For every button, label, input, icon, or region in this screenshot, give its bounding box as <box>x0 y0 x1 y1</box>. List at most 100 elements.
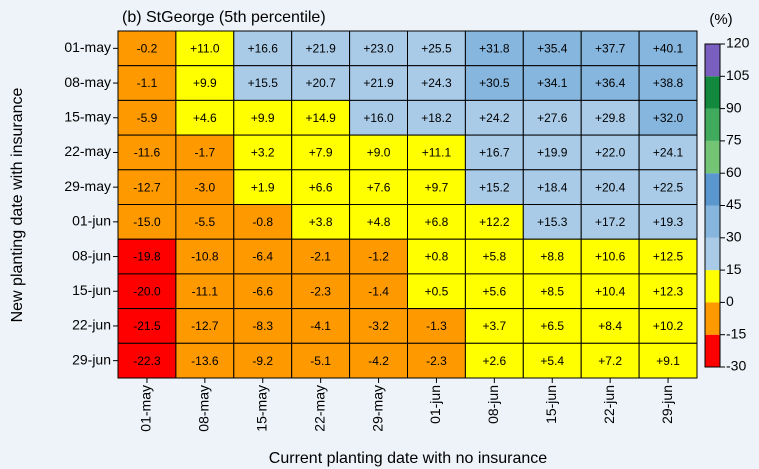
cell-label: -5.5 <box>195 215 216 229</box>
heat-cell <box>407 169 466 206</box>
cell-label: +12.3 <box>653 284 684 298</box>
colorbar-segment <box>705 237 720 271</box>
heat-cell <box>580 204 640 240</box>
cell-label: +35.4 <box>537 42 568 56</box>
heat-cell <box>175 99 235 136</box>
colorbar-tick-label: 15 <box>726 261 742 277</box>
heat-cell <box>233 169 293 206</box>
cell-label: +5.4 <box>540 354 564 368</box>
heat-cell <box>407 342 466 379</box>
cell-label: +10.6 <box>595 250 626 264</box>
cell-label: +27.6 <box>537 111 568 125</box>
colorbar-tick-label: -15 <box>726 325 746 341</box>
cell-label: +2.6 <box>482 354 506 368</box>
colorbar-segment <box>705 334 720 367</box>
colorbar-segment <box>705 173 720 206</box>
x-tick-label: 29-jun <box>659 385 675 424</box>
heat-cell <box>233 273 293 310</box>
cell-label: -11.1 <box>192 284 219 298</box>
heat-cell <box>349 169 409 206</box>
heat-cell <box>464 238 524 275</box>
chart-title: (b) StGeorge (5th percentile) <box>122 9 326 26</box>
heat-cell <box>464 273 524 310</box>
heat-cell <box>349 273 409 310</box>
cell-label: -12.7 <box>133 180 161 194</box>
colorbar-tick-label: 0 <box>726 293 734 309</box>
cell-label: +5.8 <box>482 250 506 264</box>
cell-label: -3.0 <box>195 180 216 194</box>
cell-label: -13.6 <box>191 354 219 368</box>
x-tick-label: 15-may <box>253 385 269 432</box>
heat-cell <box>407 238 466 275</box>
colorbar-segment <box>705 140 720 174</box>
cell-label: -5.1 <box>310 354 331 368</box>
heat-cell <box>638 342 698 379</box>
heat-cell <box>580 308 640 344</box>
cell-label: +8.4 <box>598 319 622 333</box>
heat-cell <box>464 65 524 101</box>
cell-label: -1.3 <box>426 319 447 333</box>
heat-cell <box>291 273 351 310</box>
cell-label: +18.2 <box>421 111 452 125</box>
x-tick-label: 08-jun <box>485 385 501 424</box>
heat-cell <box>464 308 524 344</box>
heat-cell <box>233 204 293 240</box>
heat-cell <box>407 204 466 240</box>
heat-cell <box>522 308 582 344</box>
cell-label: +29.8 <box>595 111 626 125</box>
cell-label: +22.5 <box>653 180 684 194</box>
heat-cell <box>291 65 351 101</box>
cell-label: +38.8 <box>653 76 684 90</box>
y-tick-label: 01-jun <box>72 213 111 229</box>
cell-label: -21.5 <box>133 319 161 333</box>
cell-label: -2.3 <box>310 284 331 298</box>
cell-label: +6.8 <box>425 215 449 229</box>
cell-label: -1.4 <box>368 284 389 298</box>
cell-label: +8.8 <box>540 250 564 264</box>
heat-cell <box>638 134 698 171</box>
heat-cell <box>117 99 177 136</box>
heat-cell <box>117 238 177 275</box>
heat-cell <box>522 99 582 136</box>
cell-label: +24.3 <box>421 76 452 90</box>
y-tick-label: 01-may <box>64 39 111 55</box>
cell-label: +15.3 <box>537 215 568 229</box>
heat-cell <box>175 169 235 206</box>
heat-cell <box>175 30 235 67</box>
cell-label: +21.9 <box>363 76 394 90</box>
cell-label: +37.7 <box>595 42 626 56</box>
cell-label: +3.8 <box>309 215 333 229</box>
cell-label: -2.3 <box>426 354 447 368</box>
x-tick-label: 29-may <box>369 385 385 432</box>
colorbar-tick-label: 90 <box>726 99 742 115</box>
cell-label: +21.9 <box>305 42 336 56</box>
heat-cell <box>638 65 698 101</box>
cell-label: +32.0 <box>653 111 684 125</box>
cell-label: +3.7 <box>482 319 506 333</box>
cell-label: +15.2 <box>479 180 510 194</box>
heat-cell <box>580 169 640 206</box>
heat-cell <box>464 134 524 171</box>
heat-cell <box>638 238 698 275</box>
heat-cell <box>349 308 409 344</box>
colorbar-tick-label: 105 <box>726 67 750 83</box>
x-tick-label: 15-jun <box>543 385 559 424</box>
cell-label: +6.5 <box>540 319 564 333</box>
heat-cell <box>233 308 293 344</box>
heat-cell <box>464 169 524 206</box>
heat-cell <box>580 134 640 171</box>
cell-label: +0.8 <box>425 250 449 264</box>
cell-label: +25.5 <box>421 42 452 56</box>
cell-label: +20.4 <box>595 180 626 194</box>
y-tick-label: 08-jun <box>72 247 111 263</box>
cell-label: +3.2 <box>251 146 275 160</box>
heat-cell <box>233 99 293 136</box>
y-tick-label: 08-may <box>64 74 111 90</box>
cell-label: +4.8 <box>367 215 391 229</box>
y-tick-label: 29-may <box>64 178 111 194</box>
cell-label: +16.0 <box>363 111 394 125</box>
colorbar-segment <box>705 270 720 303</box>
colorbar-tick-label: 30 <box>726 229 742 245</box>
cell-label: -9.2 <box>252 354 273 368</box>
cell-label: +10.2 <box>653 319 684 333</box>
